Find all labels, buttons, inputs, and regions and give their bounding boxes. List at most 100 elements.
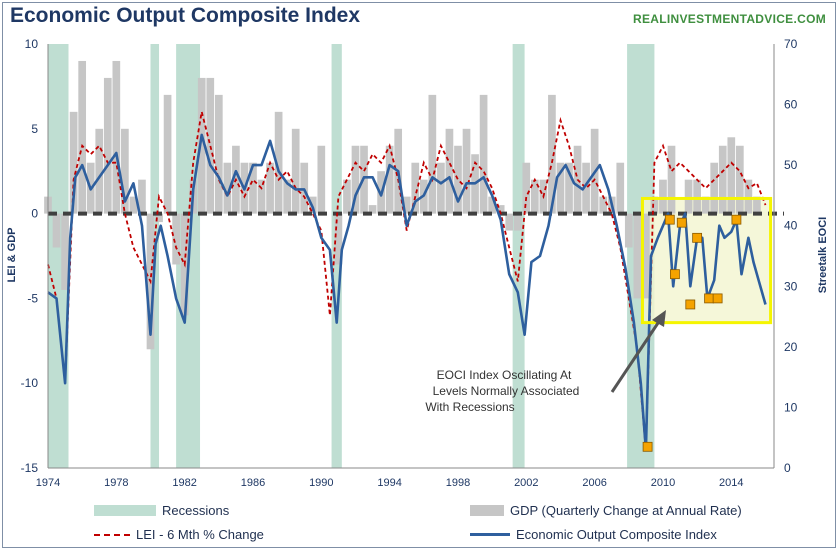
marker-1 [664,214,675,225]
gdp-bar-52 [488,196,496,214]
annotation-line-1: EOCI Index Oscillating At [437,368,572,382]
legend-eoci-swatch [470,533,510,536]
gdp-bar-71 [650,196,659,214]
gdp-bar-49 [462,128,471,214]
gdp-bar-68 [624,213,633,248]
gdp-bar-6 [95,128,104,214]
y-right-tick-labels: 70 60 50 40 30 20 10 0 [784,37,798,475]
marker-7 [712,293,723,304]
gdp-bar-54 [505,213,514,231]
y-right-tick-label-7: 0 [784,461,791,475]
gdp-bar-82 [744,179,753,214]
legend-lei: LEI - 6 Mth % Change [94,527,264,542]
legend-lei-swatch [94,533,130,536]
legend-gdp-label: GDP (Quarterly Change at Annual Rate) [510,503,742,518]
gdp-bar-69 [633,213,642,299]
legend-recessions-label: Recessions [162,503,230,518]
gdp-bar-42 [402,196,411,214]
gdp-bar-4 [78,60,87,214]
y-left-tick-label-1: 5 [31,122,38,136]
gdp-bar-2 [61,213,69,290]
gdp-bar-11 [138,179,146,214]
gdp-bar-72 [659,179,667,214]
x-tick-label-4: 1990 [309,477,333,489]
legend-recessions: Recessions [94,503,229,518]
gdp-bar-77 [701,196,710,214]
x-tick-label-1: 1978 [104,477,128,489]
gdp-bar-15 [172,213,180,265]
y-right-axis-label: Streetalk EOCI [817,217,829,293]
y-right-tick-label-3: 40 [784,219,798,233]
recession-band-4 [512,44,525,468]
x-tick-label-9: 2010 [651,477,675,489]
x-tick-labels: 1974 1978 1982 1986 1990 1994 1998 2002 2006 2010… [36,477,744,489]
gdp-bar-81 [735,145,744,214]
gdp-bar-18 [197,77,206,214]
marker-points [642,214,742,452]
gdp-bar-76 [693,179,701,214]
gdp-bar-56 [522,162,531,214]
gdp-bar-40 [385,145,394,214]
gdp-bar-73 [667,145,676,214]
marker-3 [676,217,687,228]
y-right-tick-label-2: 50 [784,158,798,172]
gdp-bar-7 [103,77,112,214]
gdp-bar-53 [496,205,505,214]
y-left-tick-label-3: -5 [27,291,38,305]
gdp-bar-9 [121,128,129,214]
x-tick-label-0: 1974 [36,477,60,489]
gdp-bar-59 [548,94,556,214]
gdp-bar-24 [249,162,257,214]
gdp-bar-43 [411,162,420,214]
gdp-bar-21 [223,162,232,214]
gdp-bar-80 [727,137,736,214]
gdp-bar-36 [351,145,360,214]
gdp-bar-27 [274,111,283,214]
gdp-bar-10 [129,196,138,214]
highlight-region [642,198,771,323]
gdp-bar-45 [428,94,437,214]
gdp-bar-25 [257,179,266,214]
gdp-bar-1 [52,213,61,248]
marker-8 [731,214,742,225]
highlight-fill [642,198,771,323]
gdp-bar-70 [642,213,650,299]
gdp-bar-46 [437,162,445,214]
gdp-bar-48 [454,145,462,214]
gdp-bar-29 [291,128,300,214]
gdp-bar-38 [368,205,377,214]
x-tick-label-8: 2006 [582,477,606,489]
highlight-box [640,196,773,325]
x-tick-label-10: 2014 [719,477,743,489]
legend-lei-label: LEI - 6 Mth % Change [136,527,264,542]
gdp-bar-14 [163,94,172,214]
highlight-border [640,196,773,325]
annotation-arrow [610,319,662,393]
marker-0 [642,441,653,452]
y-right-tick-label-0: 70 [784,37,798,51]
legend-gdp-swatch [470,505,504,516]
annotation-line-3: With Recessions [425,400,514,414]
y-right-tick-label-6: 10 [784,400,798,414]
x-tick-label-7: 2002 [514,477,538,489]
gdp-bar-32 [317,145,326,214]
axes [47,44,775,469]
marker-5 [692,232,703,243]
gdp-bar-67 [616,162,625,214]
marker-2 [670,269,680,280]
recession-bands [48,44,655,468]
y-left-tick-label-0: 10 [25,37,39,51]
gdp-bar-35 [343,179,351,214]
gdp-bar-83 [753,196,761,214]
x-tick-label-3: 1986 [241,477,265,489]
gdp-bar-34 [334,213,343,265]
gdp-bar-78 [710,162,719,214]
gdp-bar-57 [531,179,539,214]
x-tick-label-5: 1994 [377,477,401,489]
y-right-tick-label-4: 30 [784,279,798,293]
gdp-bar-79 [718,145,727,214]
y-left-tick-label-2: 0 [31,207,38,221]
annotation-arrowhead [652,310,666,327]
y-left-tick-label-4: -10 [21,376,39,390]
